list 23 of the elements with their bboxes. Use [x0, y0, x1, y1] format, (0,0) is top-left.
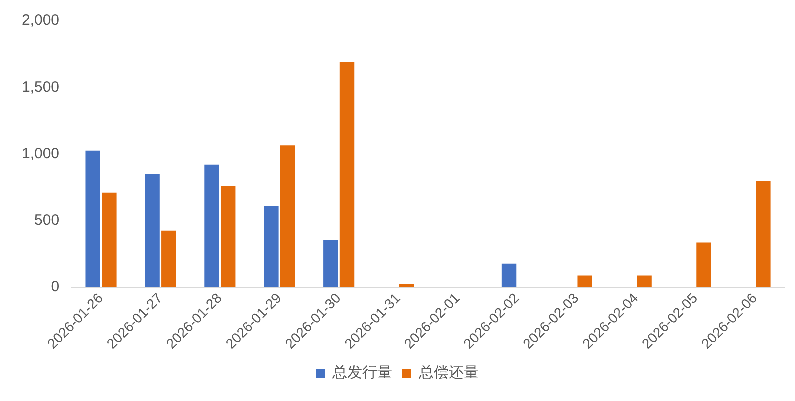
bar — [637, 276, 652, 288]
bar — [502, 264, 517, 288]
bar — [324, 240, 338, 288]
legend-label: 总发行量 — [332, 364, 392, 382]
bar — [204, 164, 220, 288]
bar — [145, 174, 160, 288]
bar — [264, 206, 279, 288]
y-tick-label: 2,000 — [22, 12, 60, 30]
bar — [399, 284, 414, 288]
y-tick-label: 1,500 — [22, 78, 60, 96]
bar — [756, 181, 771, 288]
bar — [696, 242, 712, 288]
bar — [340, 62, 355, 288]
bar — [280, 146, 296, 288]
legend-label: 总偿还量 — [418, 364, 479, 382]
bar — [220, 186, 236, 288]
bar — [162, 230, 176, 288]
y-tick-label: 0 — [51, 278, 60, 296]
bar — [86, 150, 100, 288]
bar — [578, 276, 592, 288]
y-tick-label: 500 — [34, 212, 60, 229]
y-tick-label: 1,000 — [22, 145, 60, 162]
bar — [102, 192, 117, 288]
